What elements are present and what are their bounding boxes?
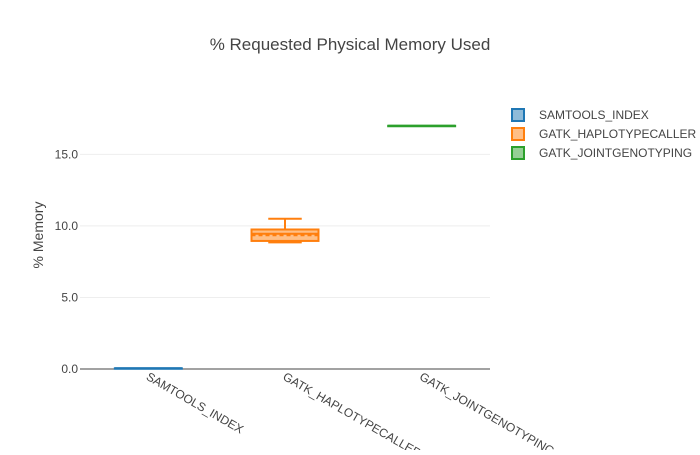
legend-item-samtools-index[interactable]: SAMTOOLS_INDEX xyxy=(511,108,649,122)
x-tick-label: SAMTOOLS_INDEX xyxy=(144,369,246,436)
y-tick-label: 10.0 xyxy=(55,219,79,233)
legend-swatch xyxy=(511,146,525,160)
legend-label: SAMTOOLS_INDEX xyxy=(539,108,649,122)
box-traces xyxy=(113,124,457,370)
legend-item-gatk-haplotypecaller[interactable]: GATK_HAPLOTYPECALLER xyxy=(511,127,697,141)
box-trace-samtools-index[interactable] xyxy=(113,367,183,370)
x-tick-label: GATK_JOINTGENOTYPING xyxy=(417,369,557,450)
legend-label: GATK_HAPLOTYPECALLER xyxy=(539,127,697,141)
y-axis-ticks: 0.0 5.0 10.0 15.0 xyxy=(55,147,79,376)
y-axis-label: % Memory xyxy=(30,202,46,269)
legend-swatch xyxy=(511,127,525,141)
chart-title: % Requested Physical Memory Used xyxy=(210,35,491,54)
y-tick-label: 0.0 xyxy=(61,362,78,376)
y-tick-label: 5.0 xyxy=(61,290,78,304)
legend-item-gatk-jointgenotyping[interactable]: GATK_JOINTGENOTYPING xyxy=(511,146,692,160)
legend-swatch xyxy=(511,108,525,122)
grid-lines xyxy=(80,153,490,370)
y-tick-label: 15.0 xyxy=(55,147,79,161)
legend-label: GATK_JOINTGENOTYPING xyxy=(539,146,692,160)
legend[interactable]: SAMTOOLS_INDEX GATK_HAPLOTYPECALLER GATK_J… xyxy=(511,108,697,160)
box-trace-gatk-jointgenotyping[interactable] xyxy=(387,124,457,128)
x-tick-label: GATK_HAPLOTYPECALLER xyxy=(281,369,424,450)
box-trace-gatk-haplotypecaller[interactable] xyxy=(250,217,320,244)
x-axis-ticks: SAMTOOLS_INDEX GATK_HAPLOTYPECALLERGATK_J… xyxy=(144,369,557,455)
